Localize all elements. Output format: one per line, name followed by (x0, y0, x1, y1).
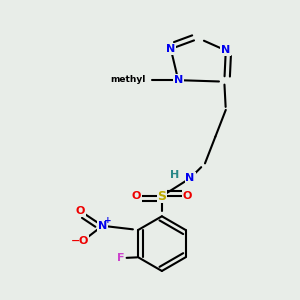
Text: O: O (182, 191, 192, 201)
Text: N: N (221, 45, 230, 56)
Text: F: F (117, 253, 125, 263)
Text: methyl: methyl (110, 75, 146, 84)
Text: N: N (174, 75, 183, 85)
Text: O: O (78, 236, 88, 246)
Text: N: N (166, 44, 176, 54)
Text: O: O (132, 191, 141, 201)
Text: +: + (104, 216, 112, 225)
Text: O: O (76, 206, 85, 216)
Text: −: − (71, 236, 81, 246)
Text: N: N (98, 221, 107, 231)
Text: S: S (158, 190, 166, 202)
Text: H: H (170, 170, 179, 180)
Text: N: N (185, 173, 195, 183)
